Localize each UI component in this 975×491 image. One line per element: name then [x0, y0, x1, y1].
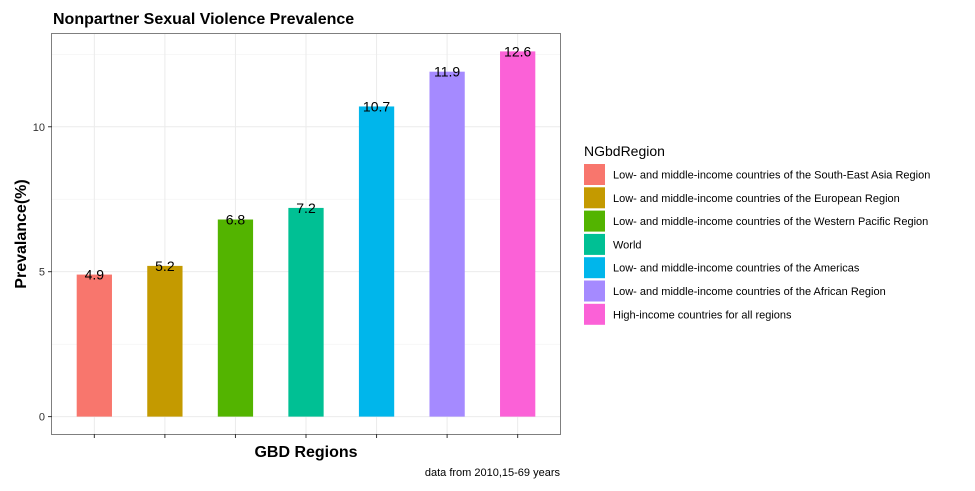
x-axis-title: GBD Regions — [254, 444, 357, 461]
bar-value-label: 4.9 — [85, 267, 105, 283]
bar — [500, 51, 536, 417]
legend-key — [584, 280, 605, 302]
legend-key — [584, 257, 605, 279]
bar-value-label: 6.8 — [226, 212, 246, 228]
legend-label: Low- and middle-income countries of the … — [613, 286, 886, 298]
bars — [76, 51, 536, 417]
legend: NGbdRegion Low- and middle-income countr… — [584, 143, 930, 325]
bar-value-label: 11.9 — [434, 64, 460, 80]
bar — [76, 274, 112, 417]
legend-title: NGbdRegion — [584, 143, 665, 159]
bar-value-label: 12.6 — [504, 43, 531, 59]
legend-key — [584, 187, 605, 209]
bar-value-label: 5.2 — [155, 258, 175, 274]
legend-key — [584, 210, 605, 232]
bar — [358, 106, 395, 417]
y-axis-title: Prevalance(%) — [13, 179, 30, 288]
bar — [217, 219, 254, 417]
chart-title: Nonpartner Sexual Violence Prevalence — [53, 11, 354, 28]
x-axis — [93, 434, 519, 438]
y-axis: 0 5 10 — [33, 122, 52, 424]
y-tick-label: 0 — [39, 412, 45, 424]
y-tick-label: 10 — [33, 122, 45, 134]
legend-key — [584, 233, 605, 255]
legend-label: Low- and middle-income countries of the … — [613, 193, 900, 205]
bar — [429, 71, 465, 417]
legend-label: Low- and middle-income countries of the … — [613, 216, 928, 228]
bar-value-label: 7.2 — [296, 200, 316, 216]
caption: data from 2010,15-69 years — [425, 467, 561, 479]
bar-value-label: 10.7 — [363, 98, 390, 114]
bar — [147, 265, 183, 417]
legend-label: Low- and middle-income countries of the … — [613, 170, 930, 182]
y-tick-label: 5 — [39, 267, 45, 279]
legend-label: Low- and middle-income countries of the … — [613, 263, 860, 275]
legend-label: High-income countries for all regions — [613, 309, 792, 321]
legend-items: Low- and middle-income countries of the … — [584, 164, 930, 325]
bar — [288, 207, 324, 417]
legend-key — [584, 303, 605, 325]
legend-label: World — [613, 239, 642, 251]
legend-key — [584, 164, 605, 185]
data-labels: 4.9 5.2 6.8 7.2 10.7 11.9 12.6 — [85, 43, 532, 282]
